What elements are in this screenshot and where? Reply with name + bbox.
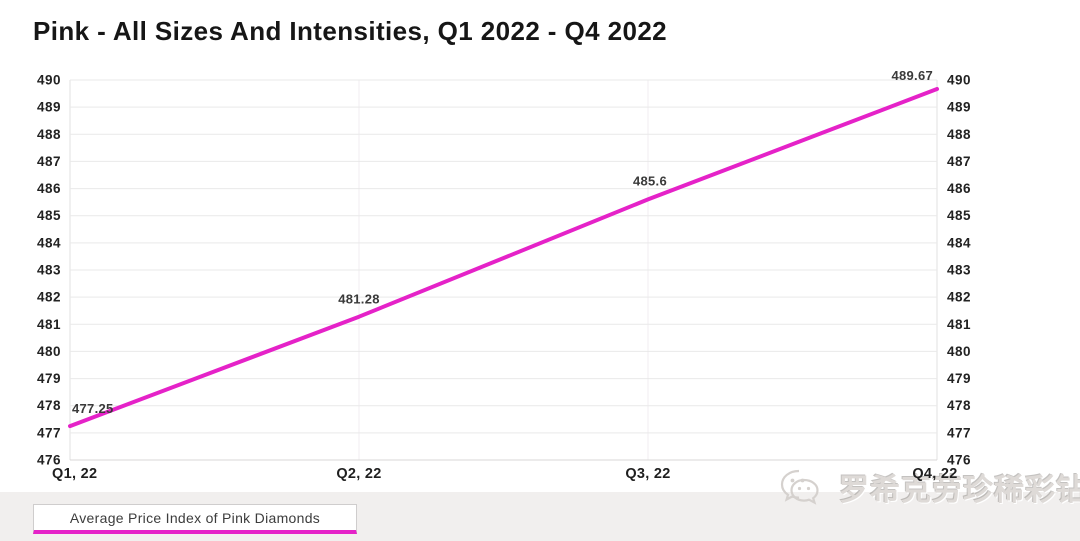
y-axis-tick-label-right: 476 — [947, 453, 971, 468]
y-axis-tick-label-right: 485 — [947, 208, 971, 223]
watermark: 罗希克劳珍稀彩钻 — [778, 464, 1080, 510]
legend-label: Average Price Index of Pink Diamonds — [69, 509, 321, 526]
data-point-label: 481.28 — [338, 292, 380, 307]
y-axis-tick-label-right: 481 — [947, 317, 971, 332]
y-axis-tick-label-left: 490 — [37, 73, 61, 88]
y-axis-tick-label-right: 477 — [947, 425, 971, 440]
y-axis-tick-label-left: 481 — [37, 317, 61, 332]
data-point-label: 485.6 — [633, 173, 667, 188]
x-axis-tick-label: Q2, 22 — [336, 466, 381, 482]
y-axis-tick-label-left: 477 — [37, 425, 61, 440]
y-axis-tick-label-left: 478 — [37, 398, 61, 413]
y-axis-tick-label-right: 482 — [947, 290, 971, 305]
watermark-text: 罗希克劳珍稀彩钻 — [839, 474, 1080, 507]
legend-series-toggle[interactable]: Average Price Index of Pink Diamonds — [33, 504, 357, 534]
price-line-chart: 476 476 477 477 478 478 479 479 480 480 481 481 482 4… — [37, 68, 971, 482]
y-axis-tick-label-left: 482 — [37, 290, 61, 305]
data-point-label: 477.25 — [72, 401, 114, 416]
y-axis-tick-label-right: 478 — [947, 398, 971, 413]
y-axis-tick-label-right: 486 — [947, 181, 971, 196]
y-axis-tick-label-left: 488 — [37, 127, 61, 142]
y-axis-tick-label-right: 487 — [947, 154, 971, 169]
data-point-label: 489.67 — [891, 68, 933, 83]
y-axis-tick-label-right: 479 — [947, 371, 971, 386]
y-axis-tick-label-left: 487 — [37, 154, 61, 169]
y-axis-tick-label-left: 483 — [37, 263, 61, 278]
y-axis-tick-label-left: 479 — [37, 371, 61, 386]
y-axis-tick-label-left: 480 — [37, 344, 61, 359]
series-line — [68, 87, 939, 429]
y-axis-tick-label-right: 488 — [947, 127, 971, 142]
y-axis-tick-label-right: 489 — [947, 100, 971, 115]
y-axis-tick-label-right: 480 — [947, 344, 971, 359]
y-axis-tick-label-left: 476 — [37, 453, 61, 468]
x-axis-tick-label: Q4, 22 — [912, 466, 957, 482]
y-axis-tick-label-right: 490 — [947, 73, 971, 88]
y-axis-tick-label-right: 483 — [947, 263, 971, 278]
chart-title: Pink - All Sizes And Intensities, Q1 202… — [33, 16, 668, 46]
x-axis-tick-label: Q1, 22 — [52, 466, 97, 482]
y-axis-tick-label-left: 484 — [37, 235, 61, 250]
wechat-icon — [778, 464, 830, 510]
y-axis-tick-label-left: 486 — [37, 181, 61, 196]
y-axis-tick-label-left: 489 — [37, 100, 61, 115]
y-axis-tick-label-right: 484 — [947, 235, 971, 250]
y-axis-tick-label-left: 485 — [37, 208, 61, 223]
x-axis-tick-label: Q3, 22 — [625, 466, 670, 482]
